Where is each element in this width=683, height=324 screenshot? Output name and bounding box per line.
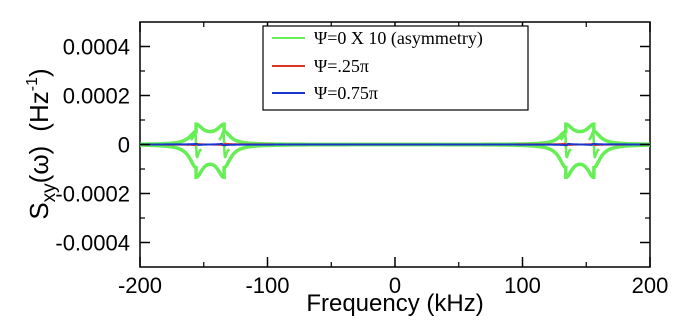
x-tick-label: 0 [389,273,401,298]
legend-label-psi075: Ψ=0.75π [314,83,378,103]
svg-text:Sxy(ω)(Hz-1): Sxy(ω) (Hz-1) [24,68,60,219]
y-axis-title: Sxy(ω) (Hz-1) [24,68,60,219]
series-psi0-lower [140,142,650,180]
x-tick-label: 200 [632,273,669,298]
series-layer [140,122,650,180]
y-axis-title-sub: xy [39,183,60,203]
x-tick-labels: -200 -100 0 100 200 [118,273,668,298]
y-axis-title-unit: (Hz [24,91,54,131]
legend-label-psi0: Ψ=0 X 10 (asymmetry) [314,28,483,49]
x-axis-title: Frequency (kHz) [306,290,483,317]
y-tick-label: 0.0002 [63,84,130,109]
legend: Ψ=0 X 10 (asymmetry) Ψ=.25π Ψ=0.75π [262,25,529,111]
legend-box [262,25,529,111]
y-tick-label: -0.0004 [55,231,130,256]
tick-layer [139,22,651,267]
y-axis-title-exp: -1 [24,77,41,91]
legend-label-psi025: Ψ=.25π [314,56,369,76]
series-psi0-upper [140,122,650,147]
x-tick-label: -200 [118,273,162,298]
y-axis-title-omega: (ω) [24,146,54,184]
series-psi075 [140,142,650,147]
x-tick-label: -100 [245,273,289,298]
y-tick-label: -0.0002 [55,182,130,207]
y-axis-title-close: ) [24,68,54,77]
y-tick-label: 0.0004 [63,35,130,60]
y-tick-label: 0 [118,133,130,158]
y-tick-labels: 0.0004 0.0002 0 -0.0002 -0.0004 [55,35,130,256]
x-tick-label: 100 [504,273,541,298]
y-axis-title-main: S [24,202,54,219]
